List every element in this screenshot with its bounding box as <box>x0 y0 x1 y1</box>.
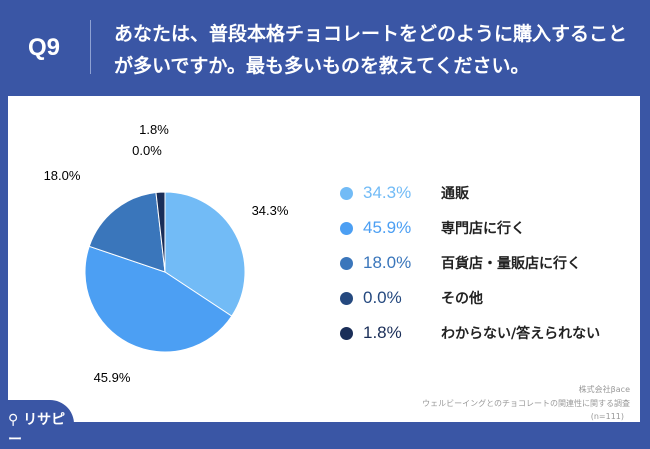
legend-item: 1.8% わからない/答えられない <box>340 323 600 343</box>
legend-percent: 34.3% <box>363 183 412 202</box>
slice-label: 0.0% <box>132 143 162 158</box>
sample-size: (n=111) <box>590 412 624 421</box>
legend-percent: 0.0% <box>363 288 402 307</box>
legend-label: 通販 <box>441 186 469 202</box>
slice-label: 34.3% <box>252 203 289 218</box>
legend-percent: 45.9% <box>363 218 412 237</box>
legend-label: 専門店に行く <box>441 221 525 237</box>
pin-icon: ⚲ <box>8 412 19 428</box>
pie-slice <box>88 191 166 273</box>
pie-slice <box>155 191 166 273</box>
legend-item: 45.9% 専門店に行く <box>340 218 525 238</box>
legend-swatch <box>340 291 353 305</box>
question-title: あなたは、普段本格チョコレートをどのように購入することが多いですか。最も多いもの… <box>114 23 628 77</box>
legend-item: 18.0% 百貨店・量販店に行く <box>340 253 581 273</box>
legend-swatch <box>340 221 353 235</box>
slice-label: 45.9% <box>94 370 131 385</box>
slice-label: 1.8% <box>139 122 169 137</box>
survey-name: ウェルビーイングとのチョコレートの関連性に関する調査 <box>422 399 630 408</box>
legend-swatch <box>340 326 353 340</box>
divider <box>90 20 91 74</box>
legend-item: 0.0% その他 <box>340 288 483 308</box>
question-number: Q9 <box>28 34 61 61</box>
pie-chart: 34.3% 45.9% 18.0% 0.0% 1.8% <box>44 122 289 385</box>
legend-percent: 18.0% <box>363 253 412 272</box>
legend-percent: 1.8% <box>363 323 402 342</box>
legend-item: 34.3% 通販 <box>340 183 469 203</box>
company: 株式会社βace <box>578 385 630 394</box>
pie-slice <box>84 245 233 353</box>
legend-label: その他 <box>441 291 483 307</box>
legend-swatch <box>340 186 353 200</box>
legend-label: わからない/答えられない <box>441 326 601 342</box>
slice-label: 18.0% <box>44 168 81 183</box>
logo: ⚲ リサピー <box>0 400 74 448</box>
legend-swatch <box>340 256 353 270</box>
legend-label: 百貨店・量販店に行く <box>441 256 581 272</box>
